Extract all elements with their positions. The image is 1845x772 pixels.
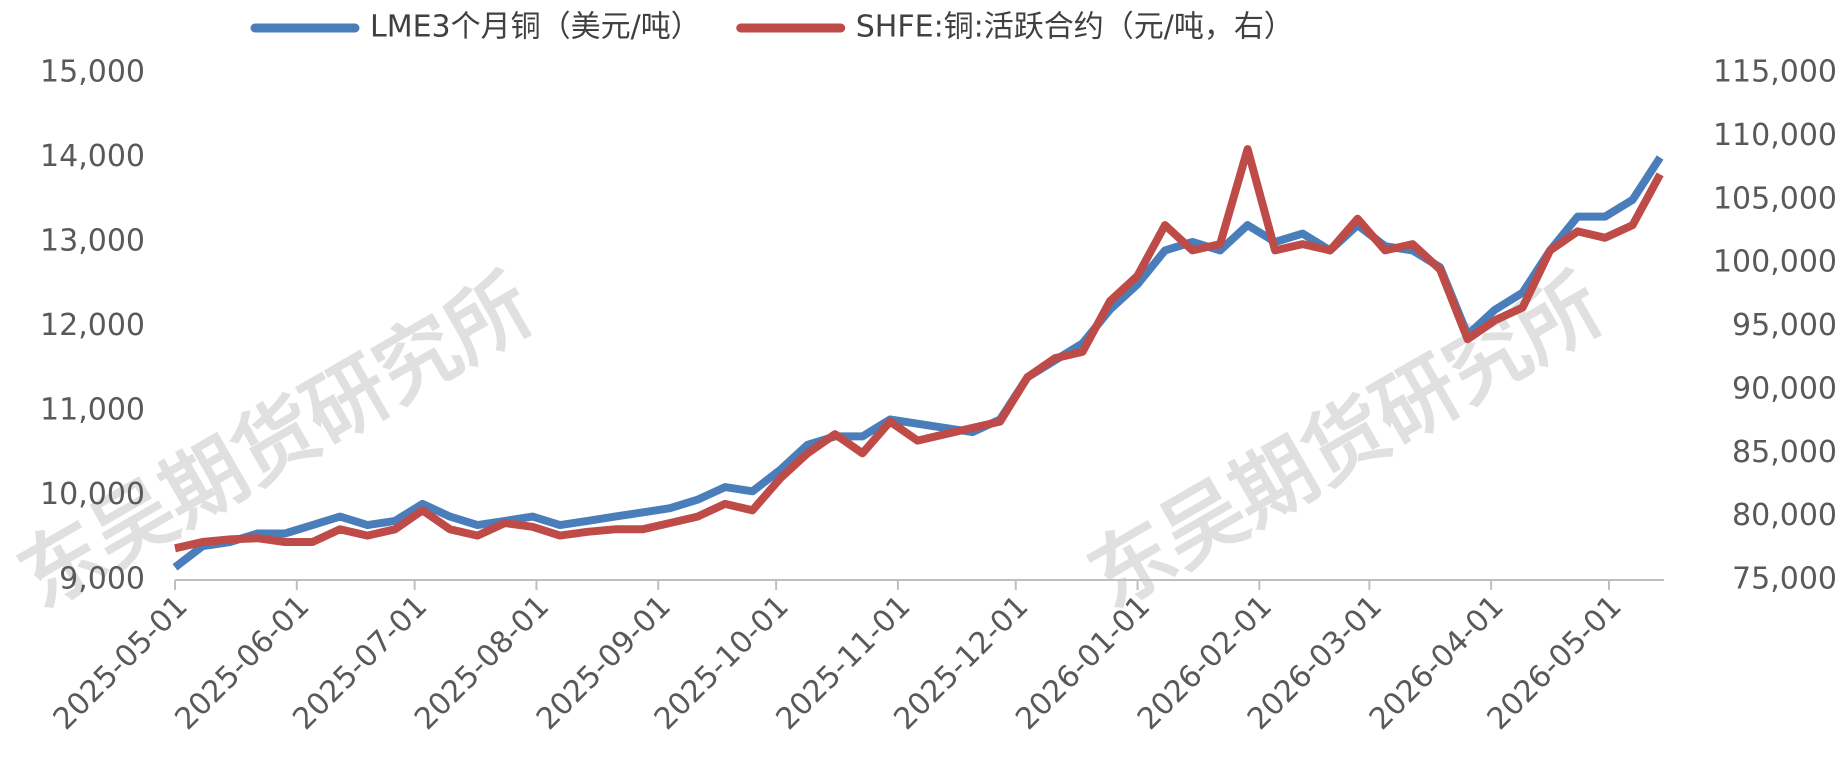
- y2-tick-label: 105,000: [1713, 181, 1837, 216]
- series-line: [172, 155, 1664, 571]
- y2-tick-label: 100,000: [1713, 245, 1837, 280]
- y2-tick-label: 90,000: [1732, 371, 1837, 406]
- y-tick-label: 12,000: [40, 308, 145, 343]
- y-tick-label: 13,000: [40, 224, 145, 259]
- y-tick-label: 15,000: [40, 55, 145, 90]
- y2-tick-label: 95,000: [1732, 308, 1837, 343]
- y2-tick-label: 80,000: [1732, 498, 1837, 533]
- y2-tick-label: 75,000: [1732, 562, 1837, 597]
- series-line: [174, 145, 1664, 553]
- y-tick-label: 9,000: [59, 562, 145, 597]
- y-tick-label: 11,000: [40, 393, 145, 428]
- y-tick-label: 14,000: [40, 139, 145, 174]
- legend-label: SHFE:铜:活跃合约（元/吨，右）: [856, 10, 1294, 45]
- legend: LME3个月铜（美元/吨） SHFE:铜:活跃合约（元/吨，右）: [250, 10, 1294, 45]
- y2-tick-label: 115,000: [1713, 55, 1837, 90]
- y2-tick-label: 110,000: [1713, 118, 1837, 153]
- y2-tick-label: 85,000: [1732, 435, 1837, 470]
- y-tick-label: 10,000: [40, 477, 145, 512]
- legend-label: LME3个月铜（美元/吨）: [370, 10, 701, 45]
- watermark: 东吴期货研究所: [1074, 257, 1619, 626]
